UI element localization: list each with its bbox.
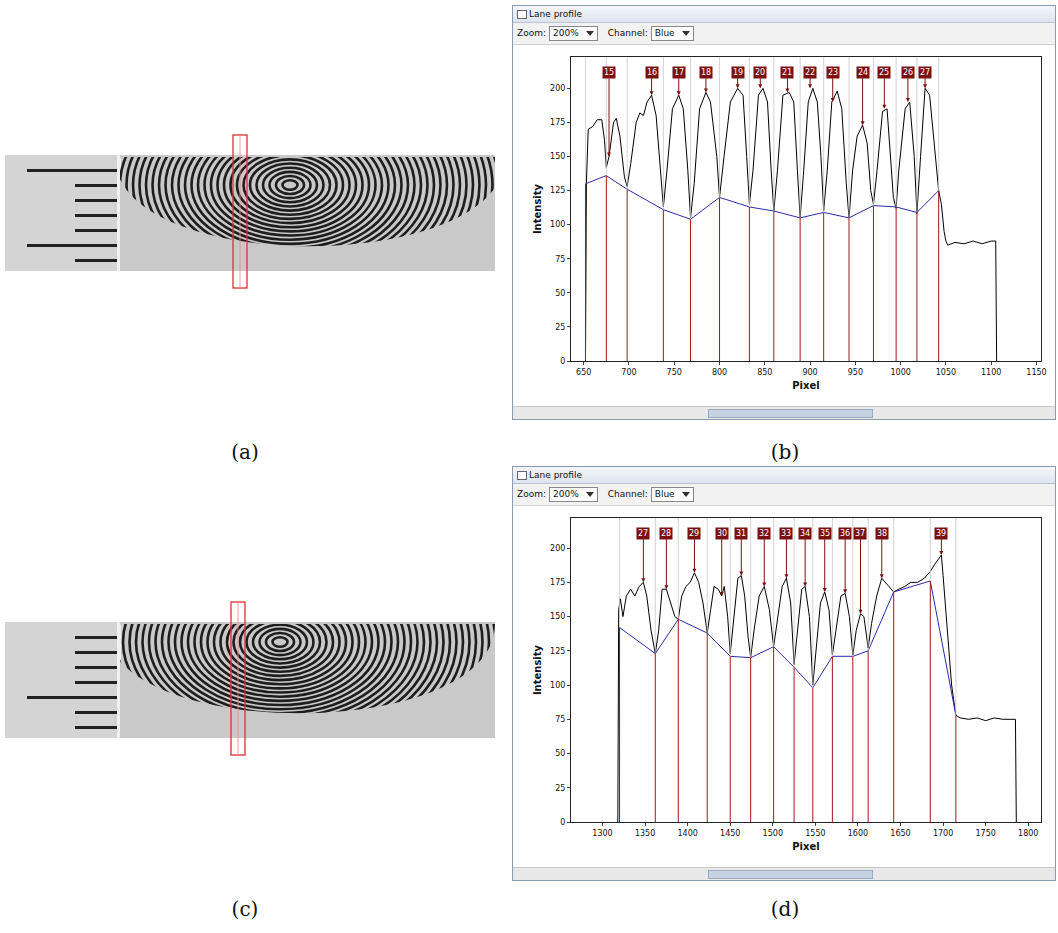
html-text:Lane profile: Lane profile	[529, 470, 583, 480]
html-text:(c): (c)	[231, 897, 259, 921]
html-text:(d): (d)	[770, 897, 800, 921]
svg-text:21: 21	[782, 68, 792, 77]
svg-text:125: 125	[550, 186, 565, 195]
svg-text:750: 750	[667, 368, 682, 377]
svg-text:32: 32	[759, 529, 769, 538]
svg-text:31: 31	[736, 529, 746, 538]
svg-text:24: 24	[858, 68, 868, 77]
svg-text:200: 200	[550, 544, 565, 553]
svg-text:800: 800	[712, 368, 727, 377]
svg-text:22: 22	[805, 68, 815, 77]
html-text:Zoom:: Zoom:	[517, 489, 546, 499]
svg-text:1750: 1750	[975, 829, 995, 838]
svg-text:1050: 1050	[936, 368, 956, 377]
svg-text:19: 19	[733, 68, 743, 77]
html-text:200%: 200%	[553, 28, 579, 38]
svg-text:38: 38	[877, 529, 887, 538]
svg-text:23: 23	[828, 68, 838, 77]
svg-text:100: 100	[550, 220, 565, 229]
svg-text:Intensity: Intensity	[532, 183, 543, 234]
svg-text:20: 20	[755, 68, 765, 77]
svg-text:1150: 1150	[1026, 368, 1046, 377]
svg-text:1000: 1000	[890, 368, 910, 377]
svg-text:1350: 1350	[635, 829, 655, 838]
svg-text:75: 75	[555, 255, 565, 264]
html-text:200%: 200%	[553, 489, 579, 499]
html-text:Channel:: Channel:	[607, 28, 648, 38]
svg-text:1450: 1450	[720, 829, 740, 838]
svg-text:28: 28	[661, 529, 671, 538]
svg-text:1500: 1500	[763, 829, 783, 838]
svg-text:25: 25	[555, 784, 565, 793]
svg-text:Pixel: Pixel	[792, 380, 819, 391]
svg-text:0: 0	[560, 357, 565, 366]
svg-text:150: 150	[550, 152, 565, 161]
svg-text:27: 27	[638, 529, 648, 538]
svg-text:650: 650	[576, 368, 591, 377]
svg-text:34: 34	[800, 529, 810, 538]
html-text:(a): (a)	[231, 440, 259, 464]
svg-text:25: 25	[879, 68, 889, 77]
svg-text:950: 950	[848, 368, 863, 377]
html-text:Blue: Blue	[654, 489, 675, 499]
svg-text:1800: 1800	[1018, 829, 1038, 838]
html-text:Lane profile: Lane profile	[529, 9, 583, 19]
svg-text:1100: 1100	[981, 368, 1001, 377]
svg-text:700: 700	[621, 368, 636, 377]
svg-text:900: 900	[802, 368, 817, 377]
svg-text:175: 175	[550, 578, 565, 587]
svg-text:0: 0	[560, 818, 565, 827]
svg-text:Pixel: Pixel	[792, 841, 819, 852]
svg-text:27: 27	[920, 68, 930, 77]
svg-text:150: 150	[550, 612, 565, 621]
svg-text:125: 125	[550, 647, 565, 656]
svg-text:1300: 1300	[592, 829, 612, 838]
svg-text:16: 16	[647, 68, 657, 77]
svg-text:36: 36	[840, 529, 850, 538]
svg-text:1600: 1600	[848, 829, 868, 838]
svg-text:26: 26	[903, 68, 913, 77]
svg-text:33: 33	[781, 529, 791, 538]
svg-text:200: 200	[550, 84, 565, 93]
svg-text:75: 75	[555, 715, 565, 724]
svg-text:1700: 1700	[933, 829, 953, 838]
svg-text:850: 850	[757, 368, 772, 377]
svg-text:39: 39	[936, 529, 946, 538]
svg-text:50: 50	[555, 749, 565, 758]
svg-text:37: 37	[855, 529, 865, 538]
svg-text:175: 175	[550, 118, 565, 127]
svg-text:1650: 1650	[890, 829, 910, 838]
svg-text:1400: 1400	[677, 829, 697, 838]
svg-text:25: 25	[555, 323, 565, 332]
svg-text:29: 29	[689, 529, 699, 538]
html-text:Channel:: Channel:	[607, 489, 648, 499]
svg-text:1550: 1550	[805, 829, 825, 838]
html-text:(b): (b)	[770, 440, 800, 464]
svg-text:35: 35	[820, 529, 830, 538]
html-text:Zoom:: Zoom:	[517, 28, 546, 38]
svg-text:Intensity: Intensity	[532, 644, 543, 695]
svg-text:18: 18	[701, 68, 711, 77]
svg-text:15: 15	[604, 68, 614, 77]
svg-text:17: 17	[674, 68, 684, 77]
svg-text:30: 30	[717, 529, 727, 538]
svg-text:100: 100	[550, 681, 565, 690]
svg-text:50: 50	[555, 289, 565, 298]
html-text:Blue: Blue	[654, 28, 675, 38]
